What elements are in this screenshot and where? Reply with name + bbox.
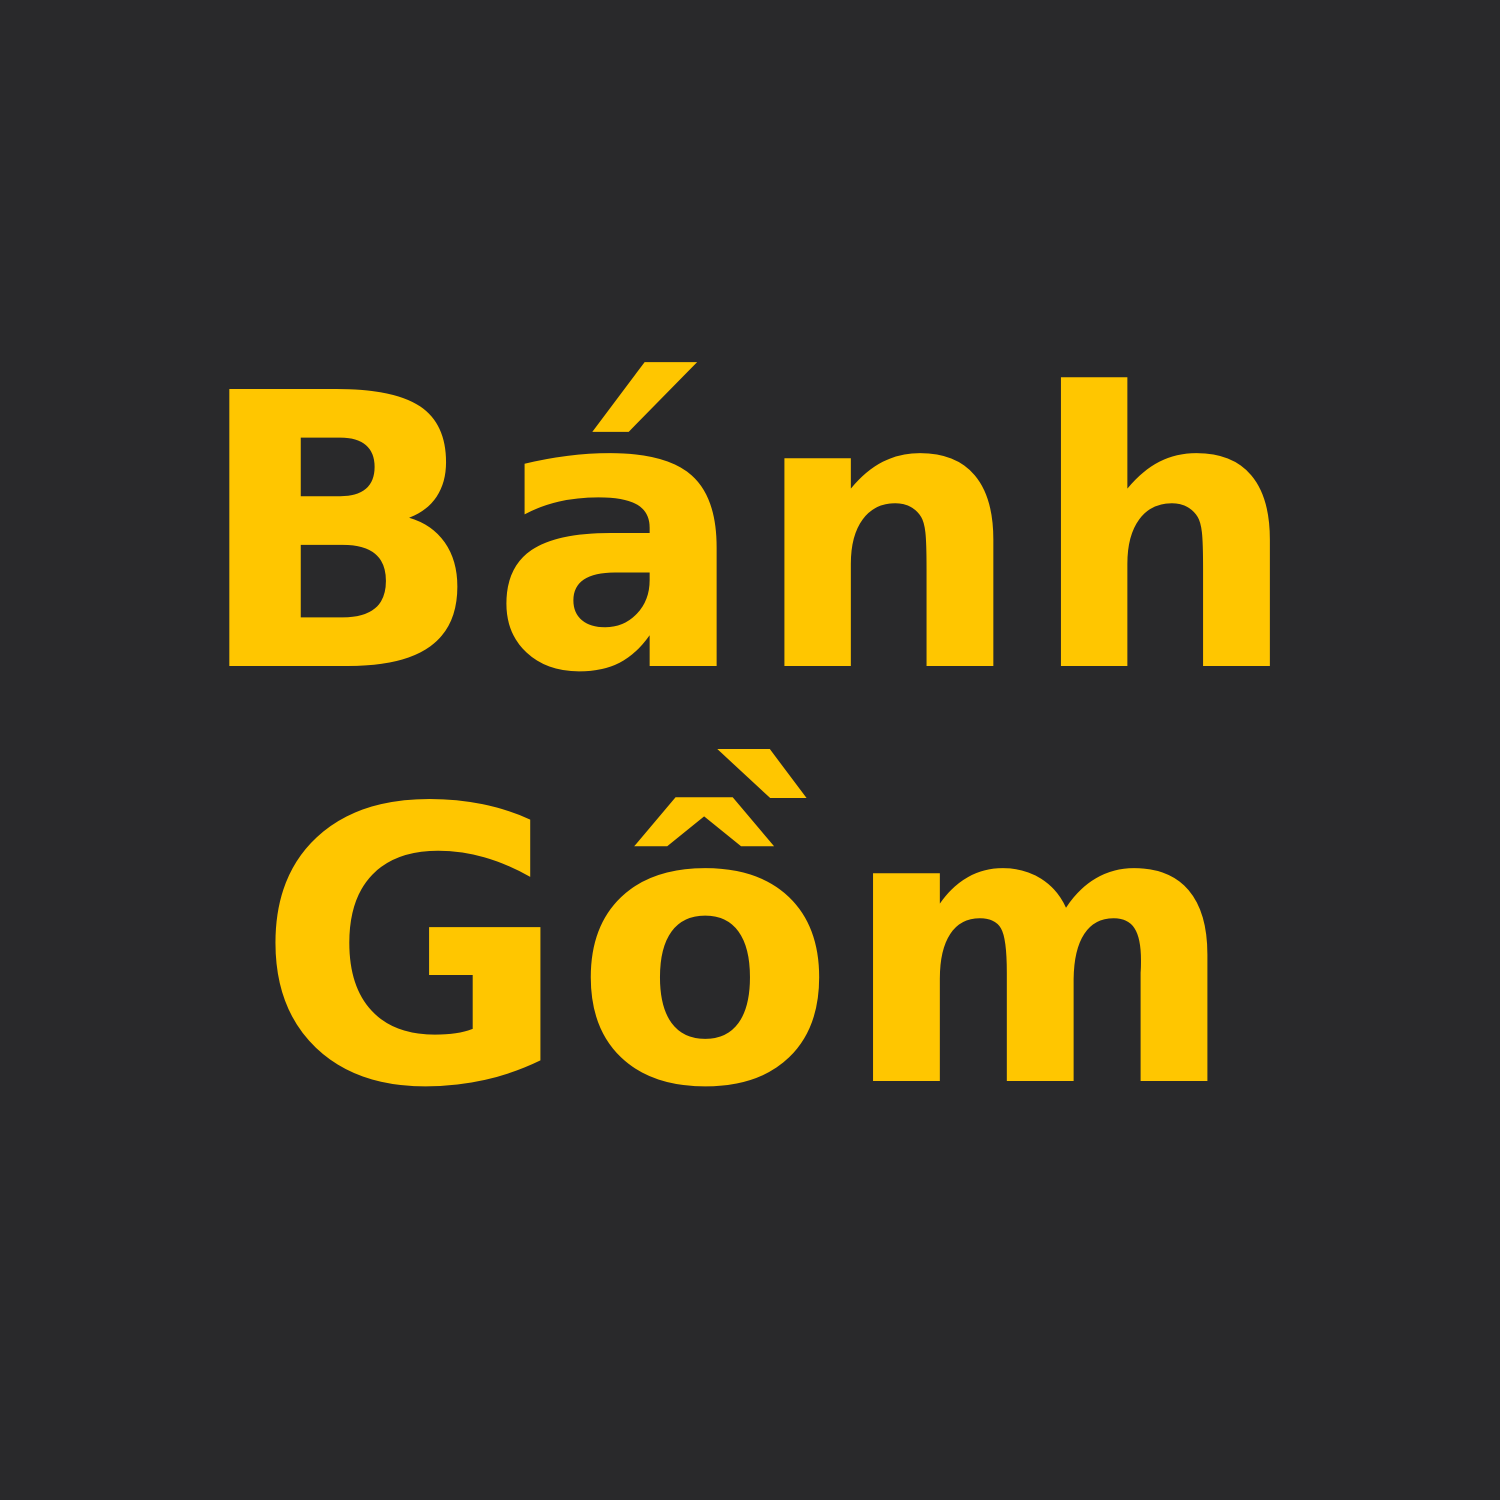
logo-word-banh: Bánh: [194, 313, 1306, 756]
logo-word-gom: Gồm: [256, 728, 1244, 1171]
